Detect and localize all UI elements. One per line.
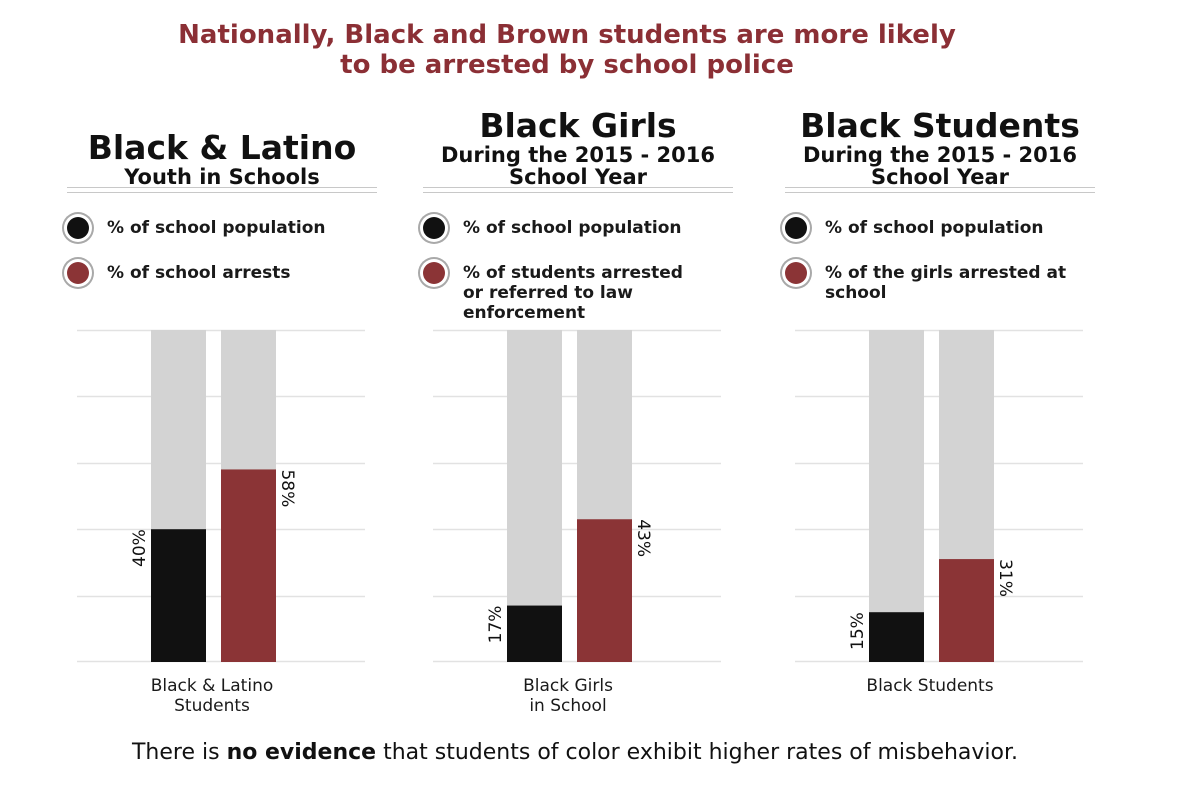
category-label-line-1: Black & Latino — [150, 676, 274, 696]
black-dot-icon — [423, 217, 445, 239]
main-title: Nationally, Black and Brown students are… — [0, 20, 1134, 80]
data-label: 31% — [995, 559, 1015, 597]
bar-chart-svg: 40% 58% — [77, 329, 365, 663]
panel-heading: Black & Latino Youth in Schools — [62, 128, 382, 189]
panel-black-students: Black Students During the 2015 - 2016 Sc… — [780, 0, 1100, 788]
bar-chart: 40% 58% — [62, 329, 382, 663]
legend-label: % of the girls arrested at school — [825, 263, 1067, 303]
heading-rule — [423, 187, 733, 188]
heading-rule — [67, 187, 377, 188]
data-label: 43% — [633, 519, 653, 557]
panel-heading-sub-2: School Year — [871, 165, 1009, 189]
bar-track — [869, 330, 924, 662]
panel-heading-sub-1: During the 2015 - 2016 — [802, 143, 1077, 167]
red-dot-icon — [785, 262, 807, 284]
heading-rule — [785, 192, 1095, 193]
footer-note: There is no evidence that students of co… — [0, 740, 1150, 766]
footer-emphasis: no evidence — [226, 740, 377, 765]
bar-population — [151, 529, 206, 662]
data-label: 40% — [130, 529, 150, 567]
panel-heading-main: Black Students — [800, 106, 1080, 145]
panel-black-latino: Black & Latino Youth in Schools % of sch… — [62, 0, 382, 788]
black-dot-icon — [67, 217, 89, 239]
panel-heading: Black Students During the 2015 - 2016 Sc… — [780, 106, 1100, 189]
data-label: 15% — [848, 612, 868, 650]
bar-chart-svg: 15% 31% — [795, 329, 1083, 663]
legend-label: % of school population — [463, 218, 682, 238]
category-label-line-2: in School — [529, 696, 607, 716]
panel-heading-sub-2: School Year — [509, 165, 647, 189]
legend-label: % of students arrested or referred to la… — [463, 263, 683, 323]
panel-heading-main: Black Girls — [479, 106, 677, 145]
bar-arrests — [221, 469, 276, 662]
red-dot-icon — [423, 262, 445, 284]
main-title-line-2: to be arrested by school police — [340, 50, 794, 80]
red-dot-icon — [67, 262, 89, 284]
legend-label: % of school arrests — [107, 263, 291, 283]
footer-text-after: that students of color exhibit higher ra… — [376, 740, 1019, 765]
main-title-line-1: Nationally, Black and Brown students are… — [178, 20, 956, 50]
black-dot-icon — [785, 217, 807, 239]
category-label-line-2: Students — [174, 696, 250, 716]
bar-population — [507, 605, 562, 662]
category-label: Black Students — [840, 676, 1020, 696]
data-label: 58% — [277, 469, 297, 507]
category-label-line-1: Black Girls — [523, 676, 613, 696]
category-label-line-1: Black Students — [866, 676, 994, 696]
heading-rule — [423, 192, 733, 193]
bar-population — [869, 612, 924, 662]
panel-heading-sub-1: During the 2015 - 2016 — [440, 143, 715, 167]
legend-label: % of school population — [825, 218, 1044, 238]
panel-black-girls: Black Girls During the 2015 - 2016 Schoo… — [418, 0, 738, 788]
bar-chart-svg: 17% 43% — [433, 329, 721, 663]
panel-heading-main: Black & Latino — [87, 128, 357, 167]
bar-chart: 17% 43% — [418, 329, 738, 663]
data-label: 17% — [486, 606, 506, 644]
panel-heading-sub-1: Youth in Schools — [124, 165, 320, 189]
category-label: Black Girls in School — [478, 676, 658, 716]
category-label: Black & Latino Students — [122, 676, 302, 716]
heading-rule — [785, 187, 1095, 188]
panel-heading: Black Girls During the 2015 - 2016 Schoo… — [418, 106, 738, 189]
footer-text-before: There is — [131, 740, 227, 765]
heading-rule — [67, 192, 377, 193]
bar-arrests — [939, 559, 994, 662]
legend-label: % of school population — [107, 218, 326, 238]
bar-chart: 15% 31% — [780, 329, 1100, 663]
bar-arrests — [577, 519, 632, 662]
